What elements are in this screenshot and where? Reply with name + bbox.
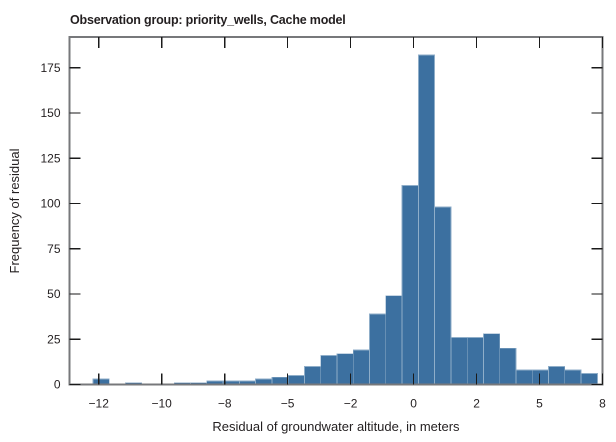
y-axis-label: Frequency of residual xyxy=(7,148,22,273)
histogram-bar xyxy=(483,333,501,385)
y-tick-label: 25 xyxy=(47,332,61,346)
y-tick-label: 100 xyxy=(40,197,60,211)
y-tick-label: 75 xyxy=(47,242,61,256)
histogram-bar xyxy=(271,376,289,385)
histogram-bar xyxy=(450,337,468,385)
x-tick-label: −2 xyxy=(344,397,358,411)
y-tick-label: 0 xyxy=(54,378,61,392)
ticks-group xyxy=(69,37,604,386)
x-tick-label: −12 xyxy=(89,397,110,411)
x-axis-label: Residual of groundwater altitude, in met… xyxy=(212,419,460,434)
y-tick-label: 175 xyxy=(40,61,60,75)
histogram-bar xyxy=(499,347,517,385)
histogram-bar xyxy=(401,185,419,385)
histogram-bar xyxy=(287,375,305,385)
y-tick-label: 150 xyxy=(40,106,60,120)
histogram-bar xyxy=(531,369,549,385)
x-tick-label: 8 xyxy=(599,397,606,411)
y-tick-label: 50 xyxy=(47,287,61,301)
x-tick-label: 5 xyxy=(536,397,543,411)
histogram-bar xyxy=(369,313,387,385)
plot-border xyxy=(68,36,604,386)
chart-title: Observation group: priority_wells, Cache… xyxy=(70,13,346,27)
histogram-bar xyxy=(564,369,582,385)
x-tick-label: 2 xyxy=(473,397,480,411)
x-tick-label: 0 xyxy=(410,397,417,411)
x-tick-label: −5 xyxy=(281,397,295,411)
bars-group xyxy=(92,54,598,385)
histogram-bar xyxy=(515,369,533,385)
histogram-bar xyxy=(304,365,322,385)
y-tick-label: 125 xyxy=(40,151,60,165)
histogram-bar xyxy=(385,295,403,385)
histogram-bar xyxy=(352,349,370,385)
x-tick-label: −10 xyxy=(152,397,173,411)
histogram-bar xyxy=(417,54,436,385)
histogram-bar xyxy=(466,337,484,385)
histogram-bar xyxy=(580,373,598,385)
histogram-bar xyxy=(434,206,452,385)
histogram-bar xyxy=(548,365,566,385)
histogram-bar xyxy=(320,355,338,385)
x-tick-label: −8 xyxy=(218,397,232,411)
